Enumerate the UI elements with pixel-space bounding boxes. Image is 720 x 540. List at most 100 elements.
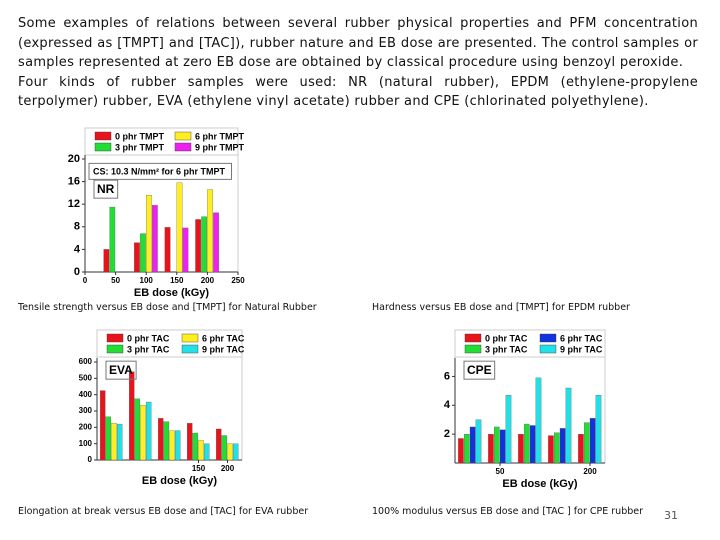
bar [589, 418, 596, 464]
caption: 100% modulus versus EB dose and [TAC ] f… [372, 506, 644, 517]
y-tick-label: 500 [79, 373, 93, 382]
bar [494, 426, 500, 464]
legend-swatch [174, 131, 192, 141]
y-tick-label: 400 [79, 390, 93, 399]
bar [475, 419, 482, 464]
legend-label: 9 phr TMPT [195, 142, 245, 152]
legend-label: 6 phr TAC [202, 333, 245, 343]
bar [216, 428, 222, 461]
legend-swatch [539, 344, 557, 354]
y-tick-label: 4 [444, 399, 451, 411]
bar [146, 401, 152, 461]
legend-label: 0 phr TAC [485, 333, 528, 343]
bar [204, 443, 210, 461]
legend-label: 0 phr TMPT [115, 131, 165, 141]
bar [109, 206, 116, 273]
x-axis-label: EB dose (kGy) [502, 478, 578, 490]
y-tick-label: 20 [68, 153, 80, 165]
bar [518, 433, 524, 464]
bar [134, 242, 140, 273]
y-tick-label: 4 [74, 243, 81, 255]
bar [164, 227, 171, 273]
y-tick-label: 200 [79, 422, 93, 431]
bar [488, 433, 494, 464]
bar [221, 435, 228, 461]
legend-swatch [94, 142, 112, 152]
chart-tag-box [463, 360, 496, 380]
bar [195, 219, 201, 273]
page-number: 31 [664, 509, 678, 522]
bar [192, 432, 199, 461]
bar [583, 422, 590, 464]
bar [134, 398, 141, 461]
legend-swatch [464, 333, 482, 343]
caption: Hardness versus EB dose and [TMPT] for E… [372, 302, 630, 313]
bar [201, 216, 207, 273]
x-tick-label: 150 [192, 464, 206, 473]
caption: Tensile strength versus EB dose and [TMP… [18, 302, 317, 313]
body-text: Some examples of relations between sever… [18, 14, 698, 112]
y-tick-label: 6 [444, 370, 450, 382]
bar [176, 182, 183, 273]
x-tick-label: 150 [170, 276, 184, 285]
x-tick-label: 100 [140, 276, 154, 285]
bar [182, 227, 189, 273]
bar [233, 443, 239, 461]
bar [198, 440, 204, 461]
bar [146, 195, 152, 273]
y-tick-label: 0 [88, 455, 93, 464]
x-tick-label: 200 [583, 467, 597, 476]
x-axis-label: EB dose (kGy) [142, 475, 218, 487]
chart-tag: CPE [467, 363, 492, 377]
bar [505, 395, 512, 464]
bar [499, 429, 506, 464]
x-tick-label: 50 [111, 276, 120, 285]
bar [559, 428, 566, 464]
legend-swatch [174, 142, 192, 152]
legend-label: 6 phr TMPT [195, 131, 245, 141]
legend-label: 3 phr TAC [485, 344, 528, 354]
bar [524, 423, 530, 464]
bar [227, 443, 233, 461]
y-tick-label: 12 [68, 198, 80, 210]
bar [175, 430, 181, 461]
x-tick-label: 200 [221, 464, 235, 473]
legend-label: 0 phr TAC [127, 333, 170, 343]
y-tick-label: 100 [79, 439, 93, 448]
bar [140, 233, 146, 273]
legend-label: 3 phr TMPT [115, 142, 165, 152]
bar [140, 405, 146, 461]
bar [152, 205, 158, 273]
y-tick-label: 0 [74, 266, 80, 278]
legend-swatch [106, 344, 124, 354]
bar [553, 432, 560, 464]
bar [163, 421, 170, 461]
bar [103, 249, 110, 273]
bar [187, 423, 193, 461]
y-tick-label: 600 [79, 357, 93, 366]
x-tick-label: 250 [231, 276, 245, 285]
bar [169, 430, 175, 461]
bar [535, 377, 542, 464]
bar [578, 433, 584, 464]
bar [207, 189, 213, 273]
legend-swatch [464, 344, 482, 354]
legend-swatch [181, 344, 199, 354]
chart-tag: EVA [109, 363, 133, 377]
paragraph: Some examples of relations between sever… [18, 16, 698, 70]
chart-tag-box [93, 179, 119, 199]
legend-swatch [106, 333, 124, 343]
bar [469, 426, 476, 464]
annotation: CS: 10.3 N/mm² for 6 phr TMPT [93, 166, 226, 176]
x-tick-label: 200 [201, 276, 215, 285]
y-tick-label: 2 [444, 428, 450, 440]
bar [105, 416, 112, 461]
bar [565, 387, 572, 464]
bar [117, 423, 123, 461]
bar [458, 438, 464, 464]
paragraph: Four kinds of rubber samples were used: … [18, 74, 698, 110]
chart-tag: NR [97, 182, 115, 196]
y-tick-label: 300 [79, 406, 93, 415]
